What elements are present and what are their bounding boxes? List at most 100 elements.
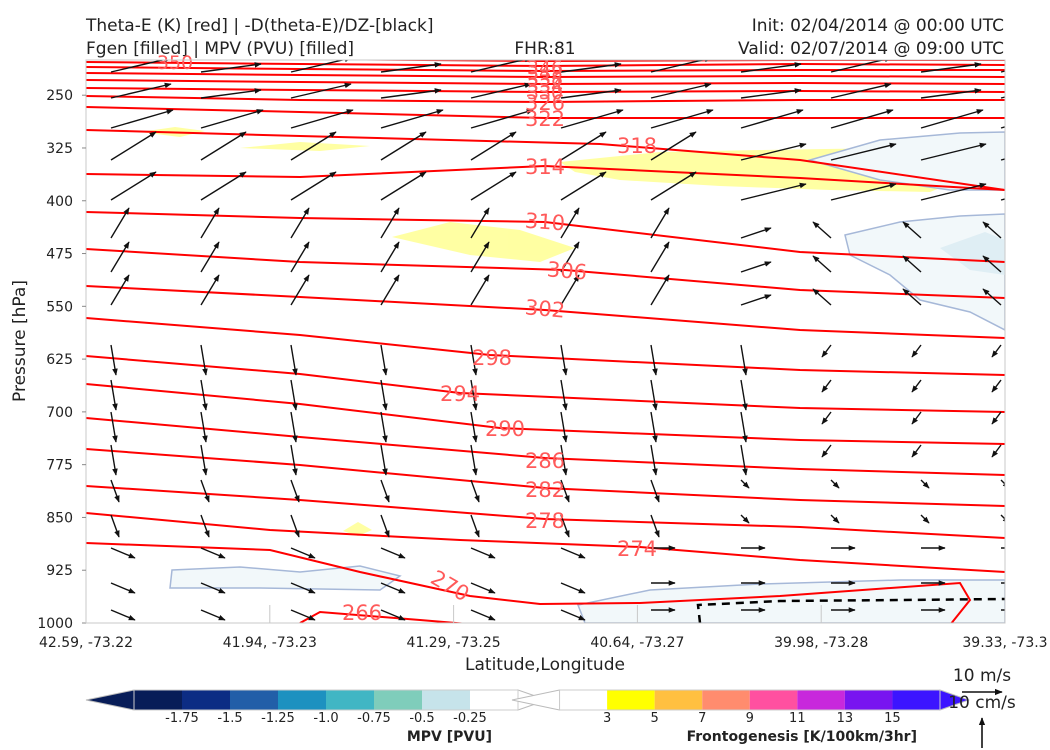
- circulation-arrow: [110, 444, 118, 476]
- title-line-1: Theta-E (K) [red] | -D(theta-E)/DZ-[blac…: [85, 16, 434, 36]
- dashed-contour: [696, 597, 1005, 623]
- circulation-arrow: [902, 255, 922, 273]
- circulation-arrow: [1000, 70, 1005, 73]
- title-line-2: Fgen [filled] | MPV (PVU) [filled]: [86, 39, 354, 59]
- circulation-arrow: [740, 142, 807, 161]
- circulation-arrow: [920, 88, 982, 99]
- circulation-arrow: [560, 344, 568, 376]
- circulation-arrow: [380, 344, 388, 376]
- circulation-arrow: [650, 171, 697, 201]
- circulation-arrow: [110, 274, 130, 306]
- circulation-arrow: [470, 241, 490, 273]
- y-tick-label: 250: [46, 88, 73, 104]
- circulation-arrow: [982, 221, 1002, 239]
- circulation-arrow: [110, 582, 136, 594]
- valid-time: Valid: 02/07/2014 @ 09:00 UTC: [738, 39, 1004, 59]
- theta-e-label-314: 314: [525, 155, 565, 179]
- circulation-arrow: [470, 207, 490, 239]
- mpv-colorbar-label: -0.5: [409, 711, 434, 726]
- y-tick-label: 400: [46, 194, 73, 210]
- circulation-arrow: [110, 131, 157, 161]
- circulation-arrow: [290, 514, 300, 538]
- circulation-arrow: [560, 207, 580, 239]
- circulation-arrow: [740, 444, 748, 476]
- y-axis-label: Pressure [hPa]: [10, 280, 30, 402]
- theta-e-label-266: 266: [342, 601, 382, 625]
- circulation-arrow: [470, 131, 517, 161]
- theta-e-label-282: 282: [525, 478, 565, 502]
- circulation-arrow: [560, 241, 580, 273]
- theta-e-contour-294: [86, 355, 1005, 413]
- mpv-colorbar-label: -1.75: [165, 711, 199, 726]
- circulation-arrow: [991, 344, 1002, 358]
- circulation-arrow: [650, 131, 697, 161]
- y-tick-label: 925: [46, 563, 73, 579]
- fgen-colorbar-label: 13: [837, 711, 854, 726]
- circulation-arrow: [911, 379, 922, 393]
- y-tick-label: 625: [46, 352, 73, 368]
- circulation-arrow: [920, 514, 930, 524]
- circulation-arrow: [380, 274, 400, 306]
- circulation-arrow: [290, 109, 354, 129]
- y-axis: 250 325 400 475 550 625 700 775 850 925 1000: [37, 88, 86, 632]
- circulation-arrow: [1000, 126, 1005, 129]
- circulation-arrow: [110, 82, 172, 99]
- circulation-arrow: [290, 379, 298, 411]
- circulation-arrow: [560, 88, 622, 99]
- circulation-arrow: [1000, 96, 1005, 99]
- circulation-arrow: [470, 274, 490, 306]
- theta-e-contour-314: [86, 164, 1005, 191]
- circulation-arrow: [380, 171, 427, 201]
- circulation-arrow: [470, 411, 478, 443]
- circulation-arrow: [740, 294, 772, 306]
- circulation-arrow: [812, 221, 832, 239]
- circulation-arrow: [290, 131, 337, 161]
- circulation-arrow: [740, 344, 748, 376]
- circulation-arrow: [110, 547, 136, 559]
- circulation-arrow: [740, 62, 802, 73]
- circulation-arrow: [380, 411, 388, 443]
- theta-e-contour-346: [86, 61, 1005, 68]
- circulation-arrow: [560, 109, 624, 129]
- circulation-arrow: [650, 411, 658, 443]
- circulation-arrow: [380, 514, 390, 538]
- mpv-colorbar-label: -0.75: [357, 711, 391, 726]
- circulation-arrow: [200, 207, 220, 239]
- theta-e-label-278: 278: [525, 509, 565, 533]
- circulation-arrow: [911, 444, 922, 458]
- theta-e-contour-330: [86, 87, 1005, 94]
- x-tick-label: 40.64, -73.27: [590, 635, 684, 651]
- circulation-arrow: [290, 444, 298, 476]
- circulation-arrow: [982, 255, 1002, 273]
- circulation-arrow: [560, 62, 622, 73]
- fgen-colorbar-label: 9: [746, 711, 754, 726]
- circulation-arrow: [650, 241, 670, 273]
- circulation-arrow: [110, 241, 130, 273]
- mpv-colorbar-label: -0.25: [453, 711, 487, 726]
- circulation-arrow: [290, 479, 300, 503]
- fgen-colorbar-swatch: [844, 690, 893, 710]
- theta-e-contour-286: [86, 417, 1005, 476]
- circulation-arrow: [920, 109, 984, 129]
- circulation-arrow: [1000, 514, 1005, 524]
- circulation-arrow: [560, 514, 570, 538]
- theta-e-label-306: 306: [546, 257, 588, 284]
- horizontal-reference-label: 10 m/s: [953, 666, 1011, 686]
- circulation-vectors: [110, 60, 1005, 621]
- circulation-arrow: [740, 182, 807, 201]
- reference-vector-key: 10 m/s 10 cm/s: [948, 666, 1016, 748]
- circulation-arrow: [821, 411, 832, 425]
- mpv-colorbar-swatch: [374, 690, 422, 710]
- circulation-arrow: [110, 379, 118, 411]
- circulation-arrow: [200, 609, 226, 621]
- theta-e-contour-322: [86, 106, 1005, 119]
- theta-e-contour-282: [86, 448, 1005, 507]
- circulation-arrow: [470, 547, 496, 559]
- theta-e-label-302: 302: [524, 295, 566, 322]
- circulation-arrow: [560, 479, 570, 503]
- circulation-arrow: [650, 379, 658, 411]
- circulation-arrow: [650, 479, 660, 503]
- x-tick-label: 42.59, -73.22: [39, 635, 133, 651]
- theta-e-label-298: 298: [472, 346, 512, 370]
